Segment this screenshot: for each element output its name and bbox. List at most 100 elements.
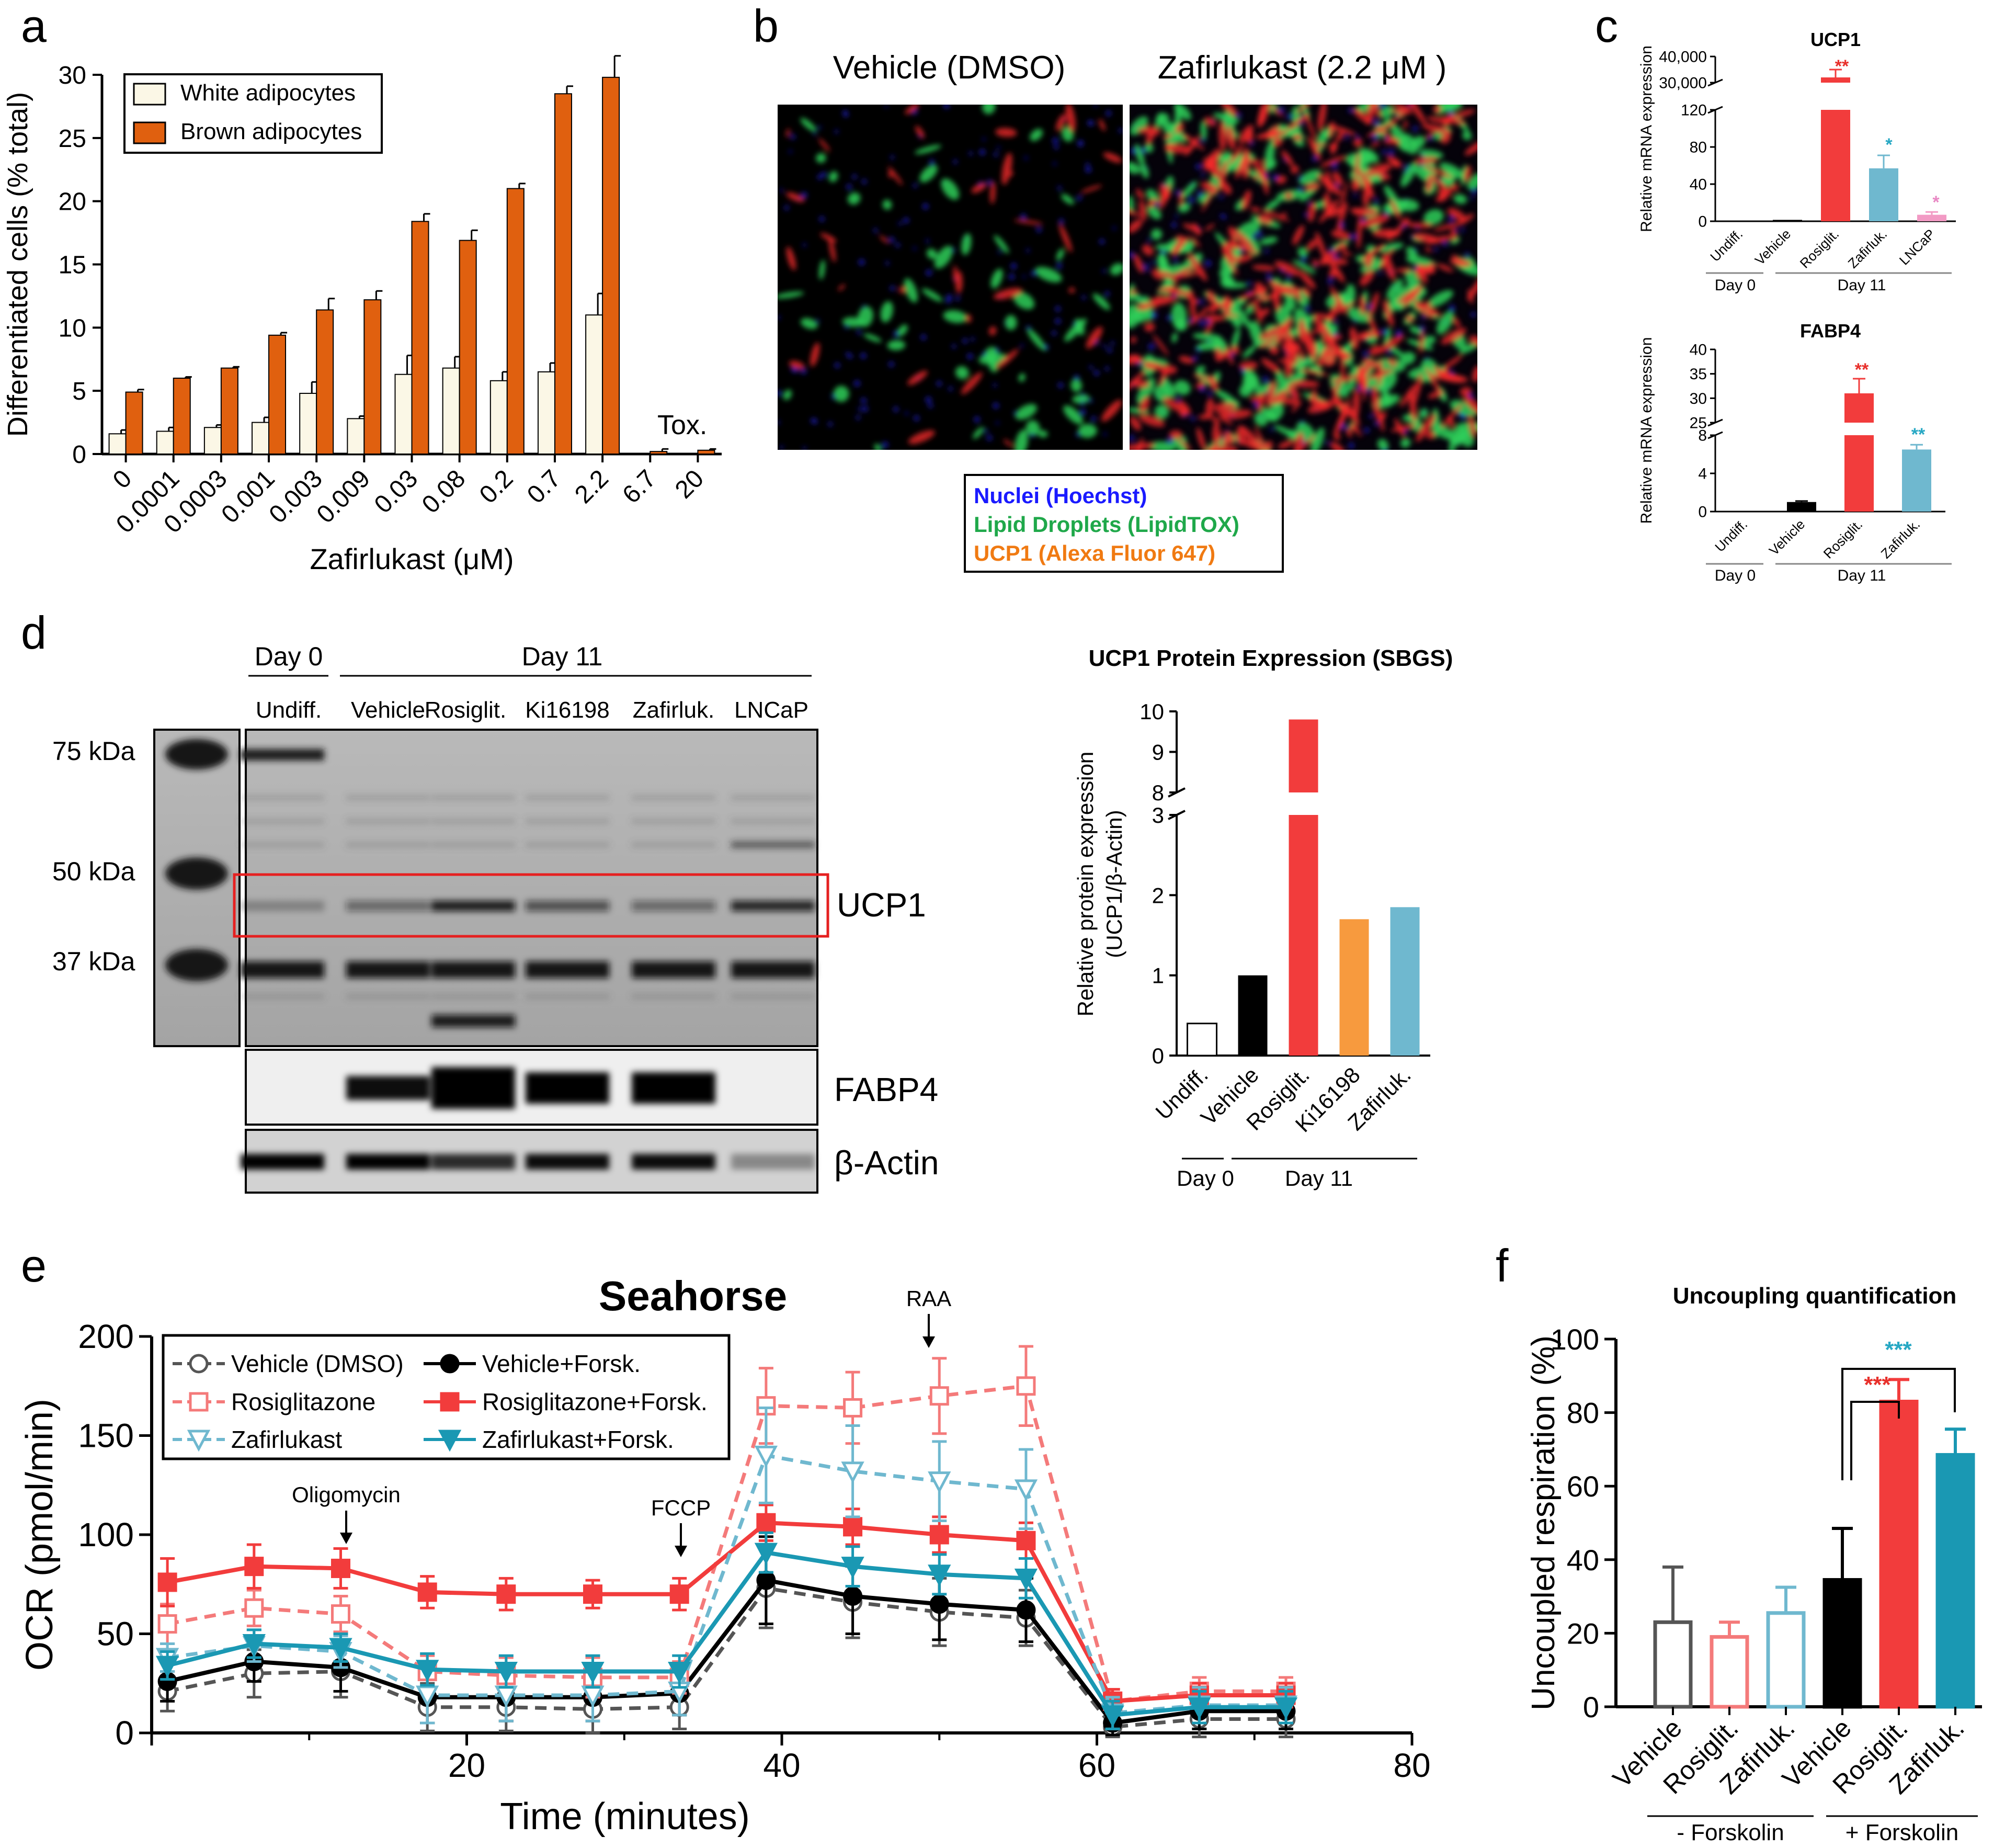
zafirlukast-ucp1-signal	[1251, 265, 1276, 271]
e-series-Rosiglitazone+Forsk.	[157, 1503, 1296, 1715]
vehicle-lipid-cell	[961, 233, 972, 255]
zafirlukast-ucp1-signal	[1400, 383, 1417, 407]
zafirlukast-ucp1-signal	[1329, 262, 1345, 282]
zafirlukast-ucp1-signal	[1463, 394, 1477, 415]
zafirlukast-ucp1-signal	[1130, 380, 1149, 388]
e-x-tick-label: 40	[763, 1747, 800, 1784]
e-series-line	[167, 1384, 1286, 1704]
e-marker-triangle	[1014, 1568, 1038, 1591]
zafirlukast-ucp1-signal	[1266, 380, 1276, 407]
vehicle-nucleus	[784, 205, 789, 210]
zafirlukast-lipid-cell	[1134, 143, 1145, 166]
vehicle-ucp1-signal	[995, 128, 1017, 137]
vehicle-ucp1-signal	[887, 166, 903, 186]
vehicle-lipid-cell	[1061, 194, 1074, 205]
zafirlukast-ucp1-signal	[1416, 414, 1436, 442]
zafirlukast-nucleus	[1345, 136, 1349, 140]
f-y-tick-label: 0	[1583, 1691, 1599, 1724]
vehicle-nucleus	[780, 445, 784, 450]
zafirlukast-ucp1-signal	[1371, 141, 1380, 146]
zafirlukast-ucp1-signal	[1231, 346, 1239, 355]
zafirlukast-lipid-cell	[1259, 236, 1278, 245]
zafirlukast-ucp1-signal	[1261, 209, 1290, 222]
d-chart-title: UCP1 Protein Expression (SBGS)	[1089, 645, 1453, 671]
zafirlukast-ucp1-signal	[1303, 328, 1317, 355]
zafirlukast-nucleus	[1199, 299, 1204, 304]
c1-bar	[1725, 221, 1754, 222]
vehicle-ucp1-signal	[838, 284, 846, 291]
vehicle-nucleus	[1036, 226, 1042, 233]
lane-label: Vehicle	[351, 697, 425, 723]
zafirlukast-ucp1-signal	[1338, 202, 1348, 225]
zafirlukast-ucp1-signal	[1352, 208, 1378, 216]
zafirlukast-nucleus	[1201, 173, 1205, 177]
c1-y-tick-label: 0	[1698, 213, 1707, 231]
vehicle-nucleus	[929, 159, 935, 165]
f-bar	[1879, 1400, 1919, 1709]
vehicle-nucleus	[953, 160, 958, 164]
vehicle-ucp1-signal	[1008, 171, 1013, 177]
zafirlukast-nucleus	[1223, 215, 1227, 219]
c1-title: UCP1	[1810, 29, 1861, 50]
vehicle-nucleus	[1020, 213, 1027, 220]
zafirlukast-lipid-cell	[1192, 333, 1222, 341]
zafirlukast-nucleus	[1155, 203, 1159, 207]
a-y-tick-label: 15	[59, 252, 86, 279]
e-x-tick-label: 80	[1393, 1747, 1430, 1784]
vehicle-nucleus	[984, 429, 988, 433]
e-series-line	[167, 1521, 1286, 1704]
zafirlukast-ucp1-signal	[1130, 416, 1141, 431]
zafirlukast-ucp1-signal	[1383, 300, 1394, 326]
zafirlukast-ucp1-signal	[1437, 264, 1454, 273]
vehicle-nucleus	[1118, 128, 1123, 133]
zafirlukast-ucp1-signal	[1246, 130, 1254, 144]
annotation-fccp-label: FCCP	[651, 1495, 711, 1520]
vehicle-nucleus	[778, 420, 780, 425]
c2-day0-label: Day 0	[1715, 567, 1756, 584]
zafirlukast-ucp1-signal	[1353, 138, 1363, 147]
vehicle-nucleus	[888, 236, 895, 243]
panel-label-c: c	[1595, 0, 1618, 52]
zafirlukast-ucp1-signal	[1232, 254, 1253, 263]
zafirlukast-ucp1-signal	[1428, 263, 1436, 270]
zafirlukast-ucp1-signal	[1172, 266, 1195, 279]
zafirlukast-ucp1-signal	[1197, 427, 1206, 450]
a-y-tick-label: 20	[59, 188, 86, 216]
e-marker-triangle	[187, 1430, 211, 1452]
zafirlukast-ucp1-signal	[1426, 174, 1433, 193]
vehicle-ucp1-signal	[993, 288, 1022, 300]
panel-b-legend: Nuclei (Hoechst) Lipid Droplets (LipidTO…	[964, 474, 1284, 573]
vehicle-nucleus	[1102, 344, 1107, 348]
a-bar	[252, 422, 270, 455]
zafirlukast-lipid-cell	[1140, 163, 1149, 179]
zafirlukast-lipid-cell	[1149, 441, 1176, 450]
zafirlukast-ucp1-signal	[1349, 326, 1359, 350]
zafirlukast-ucp1-signal	[1142, 244, 1154, 256]
fabp4-band	[632, 1072, 715, 1104]
zafirlukast-ucp1-signal	[1317, 105, 1327, 131]
zafirlukast-ucp1-signal	[1152, 269, 1164, 280]
vehicle-nucleus	[789, 150, 792, 153]
e-marker-triangle	[416, 1660, 439, 1682]
zafirlukast-ucp1-signal	[1239, 361, 1258, 370]
e-marker-triangle	[416, 1685, 439, 1708]
zafirlukast-ucp1-signal	[1354, 152, 1360, 185]
faint-band	[241, 819, 324, 824]
d-y-axis-label-line2: (UCP1/β-Actin)	[1102, 810, 1126, 958]
band-37kda	[431, 961, 515, 978]
zafirlukast-ucp1-signal	[1174, 234, 1191, 253]
blot-day0-header: Day 0	[255, 642, 323, 671]
zafirlukast-ucp1-signal	[1371, 385, 1380, 418]
zafirlukast-ucp1-signal	[1437, 194, 1448, 202]
vehicle-nucleus	[1020, 344, 1024, 347]
zafirlukast-ucp1-signal	[1229, 143, 1244, 165]
zafirlukast-ucp1-signal	[1206, 290, 1216, 304]
vehicle-nucleus	[802, 446, 807, 450]
vehicle-ucp1-signal	[1001, 153, 1012, 185]
zafirlukast-ucp1-signal	[1131, 354, 1141, 362]
vehicle-lipid-cell	[1110, 263, 1123, 275]
panel-d-protein-bar-chart: 01238910Undiff.VehicleRosiglit.Ki16198Za…	[1073, 645, 1453, 1191]
zafirlukast-ucp1-signal	[1433, 105, 1441, 114]
zafirlukast-ucp1-signal	[1218, 121, 1226, 151]
zafirlukast-nucleus	[1305, 306, 1311, 311]
